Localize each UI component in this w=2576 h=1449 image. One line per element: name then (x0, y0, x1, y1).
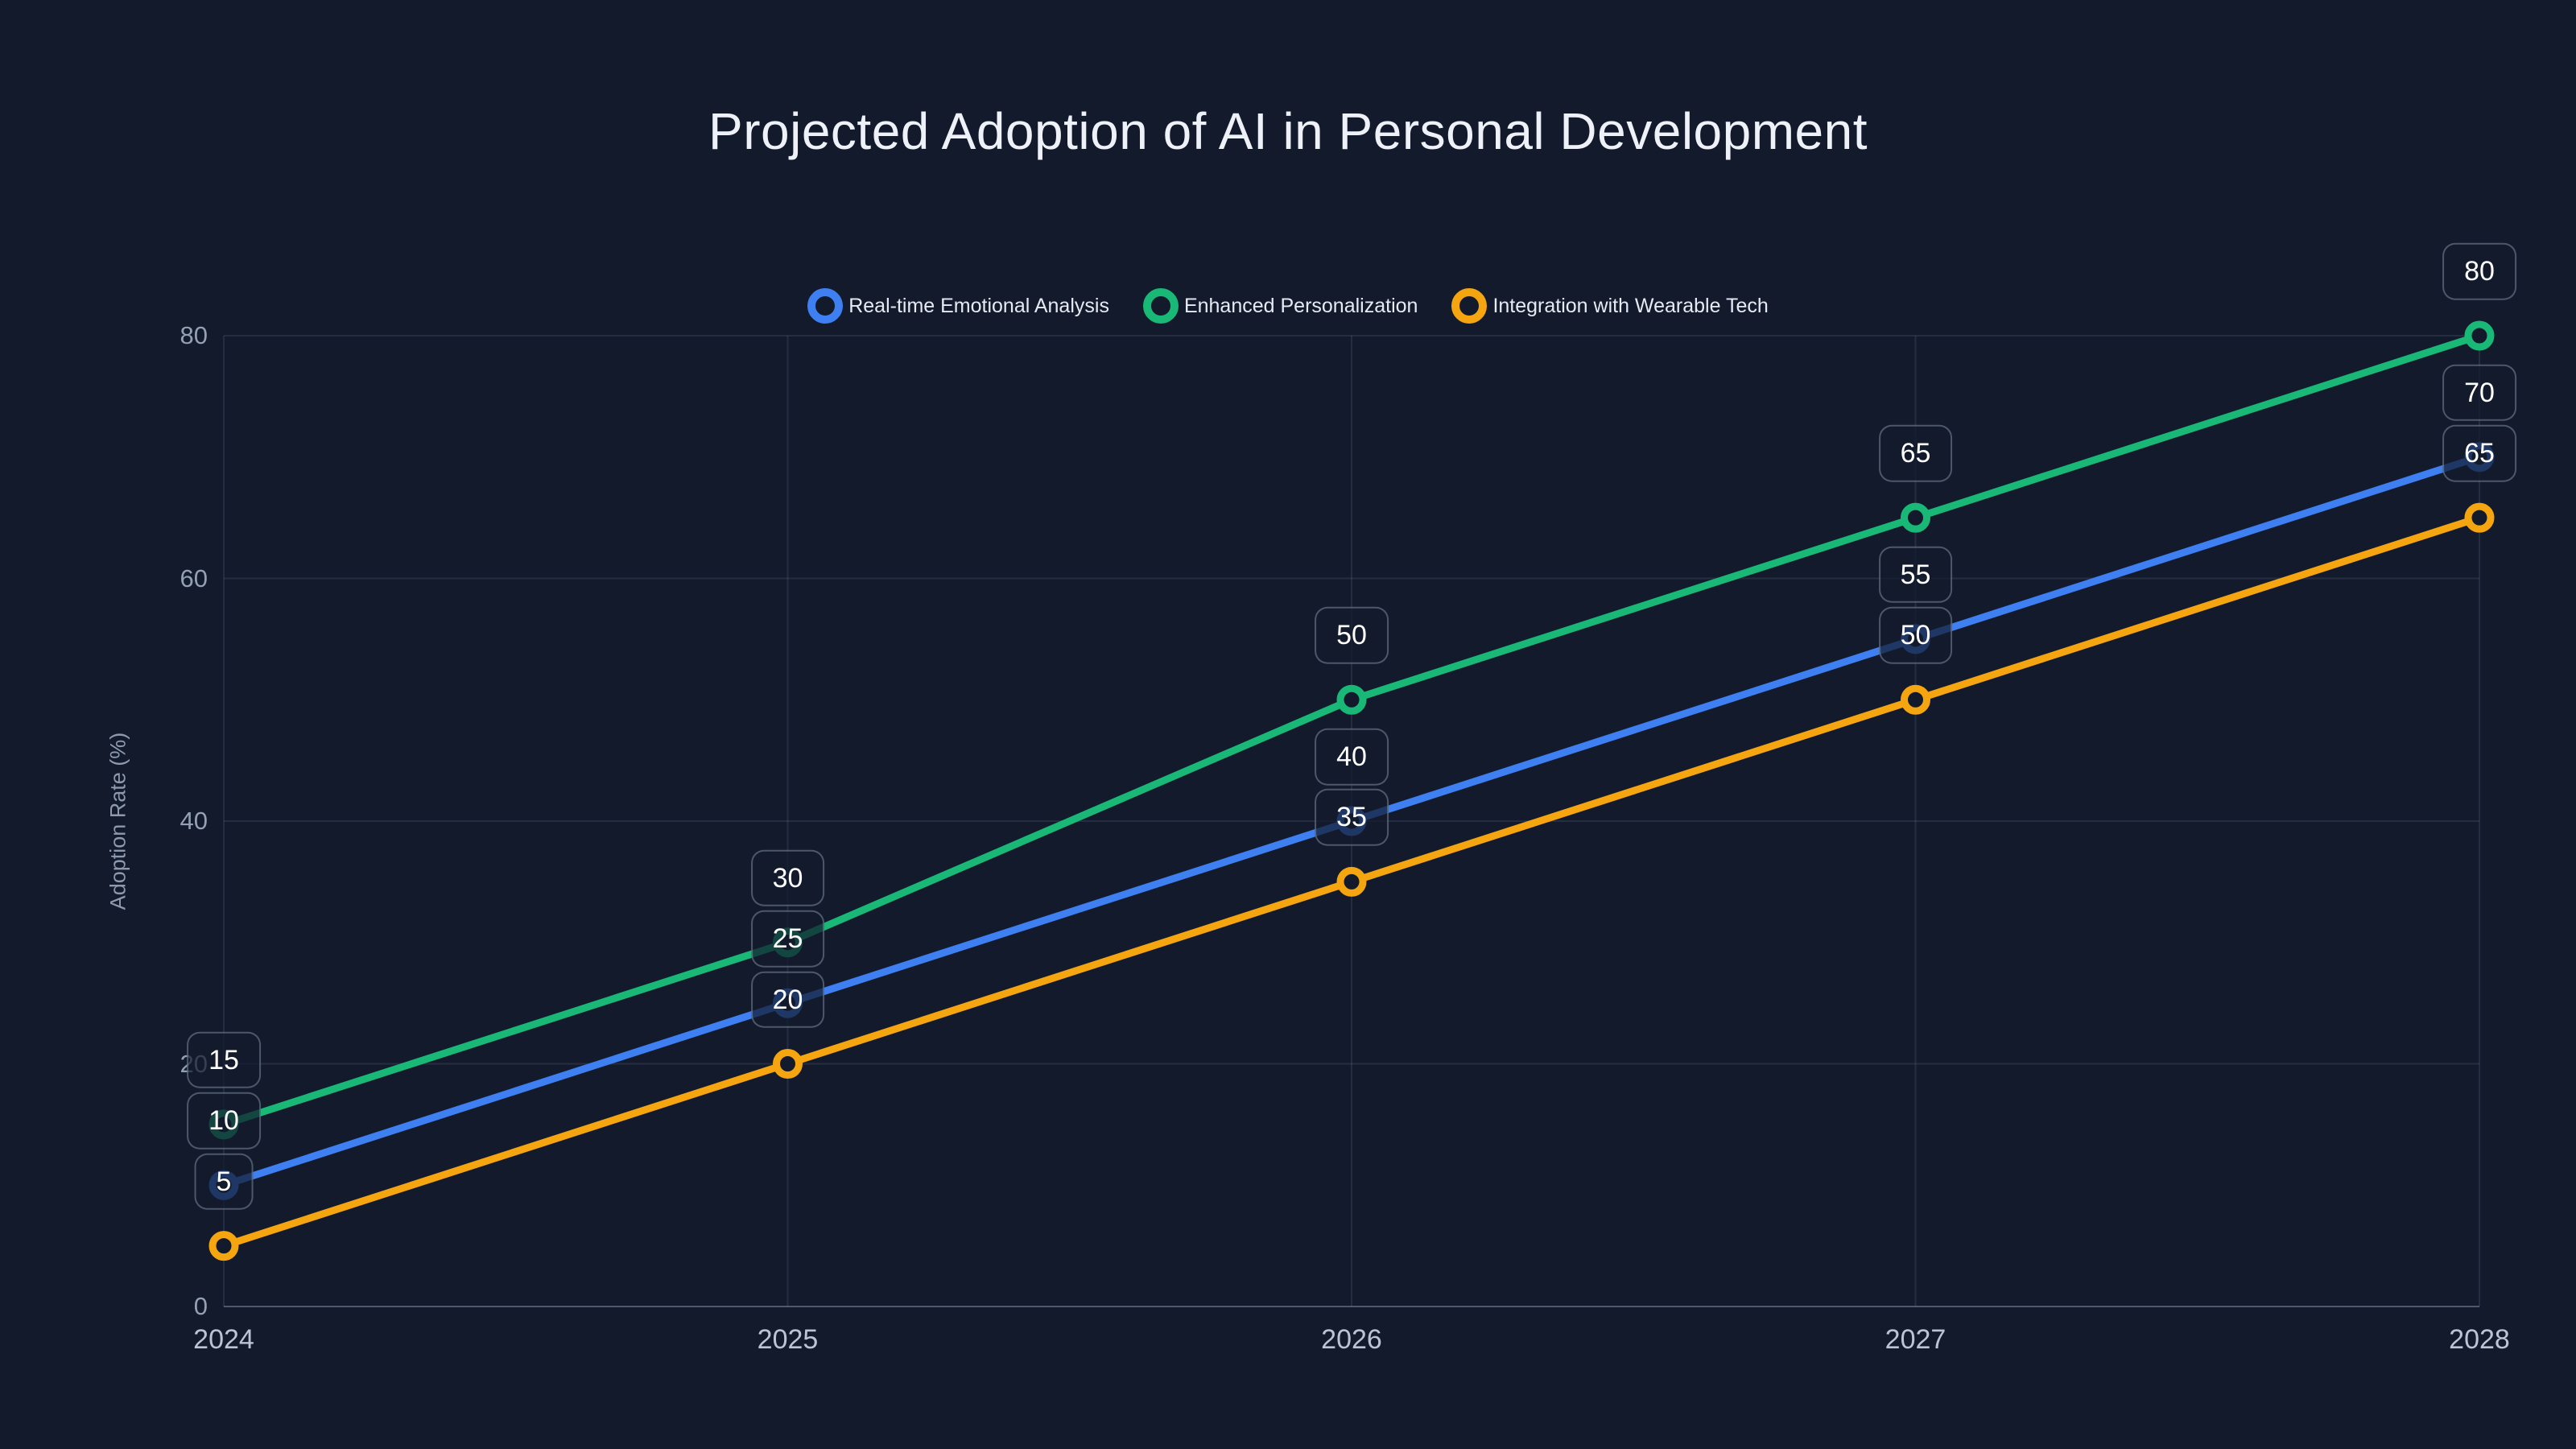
legend-label: Integration with Wearable Tech (1492, 294, 1769, 317)
data-point-label: 50 (1315, 607, 1389, 664)
x-tick-label: 2027 (1885, 1324, 1946, 1355)
data-point-marker (208, 1231, 239, 1261)
x-tick-label: 2024 (193, 1324, 254, 1355)
data-point-label: 40 (1315, 728, 1389, 786)
legend-ring-icon (1142, 288, 1179, 324)
data-point-marker (1336, 684, 1367, 715)
legend: Real-time Emotional Analysis Enhanced Per… (0, 288, 2576, 324)
legend-item-3[interactable]: Integration with Wearable Tech (1451, 288, 1769, 324)
data-point-label: 65 (2442, 424, 2516, 482)
data-point-label: 70 (2442, 364, 2516, 421)
legend-item-1[interactable]: Real-time Emotional Analysis (807, 288, 1109, 324)
y-tick-label: 0 (193, 1292, 208, 1320)
data-point-label: 55 (1878, 546, 1953, 604)
data-point-label: 15 (187, 1031, 261, 1089)
legend-label: Real-time Emotional Analysis (848, 294, 1109, 317)
data-point-marker (1901, 684, 1930, 715)
y-tick-label: 40 (180, 807, 208, 835)
data-point-label: 35 (1315, 789, 1389, 846)
data-point-label: 80 (2442, 242, 2516, 300)
data-point-marker (1336, 866, 1367, 897)
data-point-label: 25 (750, 910, 825, 968)
y-tick-label: 60 (180, 564, 208, 592)
data-point-label: 50 (1878, 607, 1953, 664)
x-tick-label: 2028 (2449, 1324, 2510, 1355)
data-point-label: 65 (1878, 424, 1953, 482)
data-point-label: 10 (187, 1092, 261, 1150)
legend-ring-icon (807, 288, 844, 324)
legend-ring-icon (1451, 288, 1488, 324)
data-point-marker (2464, 502, 2495, 533)
legend-label: Enhanced Personalization (1183, 294, 1418, 317)
data-point-marker (773, 1049, 803, 1079)
data-point-marker (2464, 320, 2495, 351)
data-point-label: 30 (750, 849, 825, 906)
data-point-label: 20 (750, 971, 825, 1028)
x-tick-label: 2025 (757, 1324, 819, 1355)
data-point-marker (1901, 502, 1930, 533)
legend-item-2[interactable]: Enhanced Personalization (1142, 288, 1418, 324)
x-tick-label: 2026 (1321, 1324, 1382, 1355)
data-point-label: 5 (194, 1153, 254, 1210)
y-tick-label: 80 (180, 321, 208, 349)
chart-title: Projected Adoption of AI in Personal Dev… (708, 102, 1868, 160)
